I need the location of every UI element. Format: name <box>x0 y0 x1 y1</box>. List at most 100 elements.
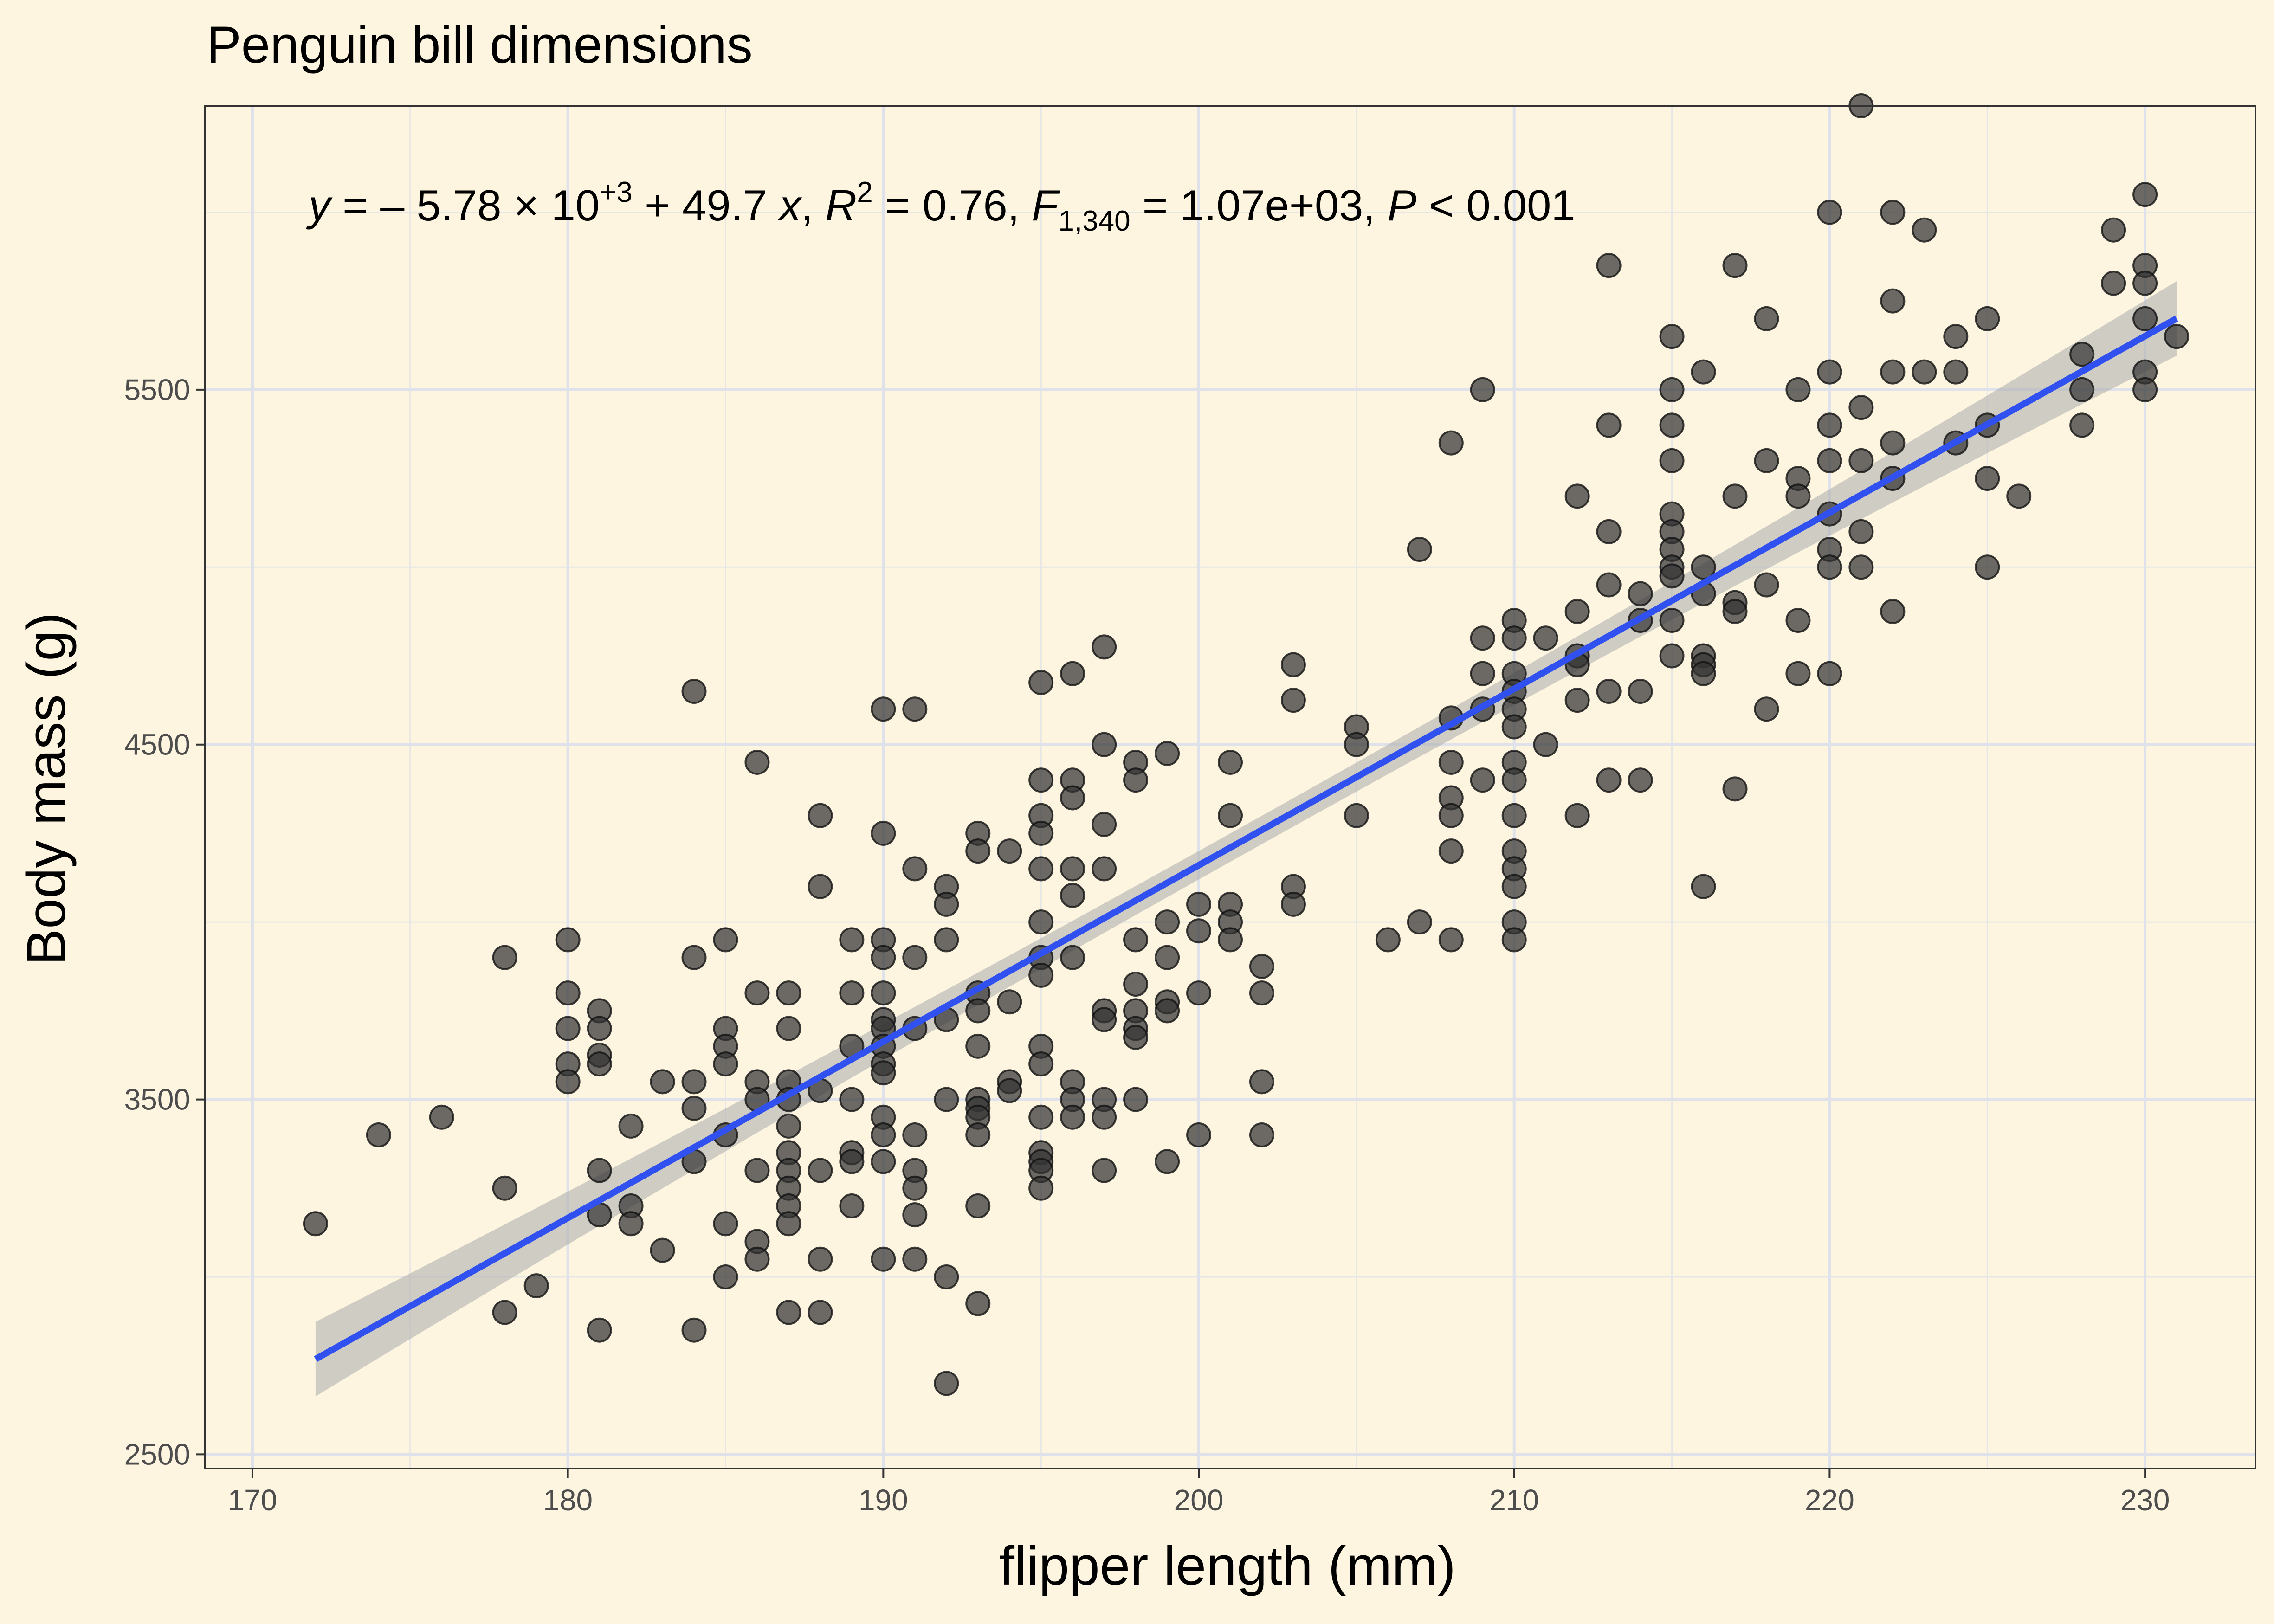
data-point <box>587 1158 612 1183</box>
y-tick-label: 4500 <box>124 728 190 761</box>
data-point <box>1123 1025 1149 1050</box>
data-point <box>1280 891 1306 917</box>
data-point <box>871 1246 896 1272</box>
data-point <box>1691 874 1716 899</box>
data-point <box>1249 954 1274 979</box>
data-point <box>2164 324 2190 349</box>
x-tick-label: 210 <box>1489 1483 1539 1517</box>
data-point <box>1218 803 1243 828</box>
data-point <box>1501 874 1527 899</box>
data-point <box>1344 732 1369 757</box>
data-point <box>1785 608 1811 633</box>
data-point <box>681 1069 707 1095</box>
data-point <box>871 820 896 846</box>
data-point <box>1092 1007 1117 1032</box>
data-point <box>618 1113 644 1139</box>
data-point <box>681 1096 707 1121</box>
data-point <box>776 1016 801 1041</box>
data-point <box>1596 253 1622 278</box>
data-point <box>1848 519 1874 544</box>
data-point <box>1092 1104 1117 1130</box>
data-point <box>1470 661 1495 686</box>
data-point <box>1249 980 1274 1006</box>
data-point <box>1186 980 1212 1006</box>
data-point <box>1028 1051 1054 1077</box>
data-point <box>2069 342 2095 367</box>
data-point <box>839 1193 865 1219</box>
data-point <box>1943 359 1969 385</box>
y-axis: 2500 3500 4500 5500 <box>124 373 205 1471</box>
data-point <box>1533 732 1558 757</box>
data-point <box>523 1273 549 1299</box>
data-point <box>776 980 801 1006</box>
data-point <box>1218 749 1243 775</box>
regression-annotation: y = – 5.78 × 10+3 + 49.7 x, R2 = 0.76, F… <box>306 176 1576 237</box>
data-point <box>618 1211 644 1237</box>
data-point <box>587 1051 612 1077</box>
data-point <box>1438 749 1464 775</box>
y-tick-label: 5500 <box>124 373 190 406</box>
data-point <box>776 1211 801 1237</box>
data-point <box>1060 883 1085 908</box>
data-point <box>1691 359 1716 385</box>
data-point <box>1628 767 1653 793</box>
data-point <box>1817 554 1842 580</box>
data-point <box>681 1317 707 1343</box>
data-point <box>1596 519 1622 544</box>
data-point <box>650 1237 675 1263</box>
data-point <box>1249 1069 1274 1095</box>
data-point <box>1155 945 1180 970</box>
data-point <box>1501 927 1527 953</box>
data-point <box>1975 306 2000 331</box>
data-point <box>1596 572 1622 598</box>
data-point <box>871 696 896 722</box>
data-point <box>965 1291 991 1316</box>
data-point <box>934 1264 959 1289</box>
data-point <box>2132 182 2158 207</box>
data-point <box>997 1078 1022 1103</box>
data-point <box>1501 803 1527 828</box>
data-point <box>1722 483 1748 509</box>
data-point <box>1186 891 1212 917</box>
data-point <box>808 1300 833 1325</box>
data-point <box>1060 1104 1085 1130</box>
data-point <box>1659 643 1685 669</box>
data-point <box>1912 359 1937 385</box>
y-tick-label: 3500 <box>124 1083 190 1116</box>
data-point <box>1691 554 1716 580</box>
data-point <box>1785 377 1811 402</box>
data-point <box>1028 856 1054 882</box>
data-point <box>1407 909 1432 935</box>
data-point <box>902 1202 928 1228</box>
data-point <box>744 1158 770 1183</box>
data-point <box>1564 483 1590 509</box>
data-point <box>1628 581 1653 606</box>
chart-title: Penguin bill dimensions <box>207 16 753 74</box>
data-point <box>1659 608 1685 633</box>
data-point <box>1028 1175 1054 1201</box>
data-point <box>1501 625 1527 651</box>
data-point <box>1817 448 1842 473</box>
data-point <box>1659 563 1685 589</box>
data-point <box>965 998 991 1024</box>
data-point <box>1060 856 1085 882</box>
data-point <box>1155 998 1180 1024</box>
data-point <box>1438 927 1464 953</box>
data-point <box>1438 430 1464 456</box>
data-point <box>1659 448 1685 473</box>
data-point <box>1817 412 1842 438</box>
data-point <box>1596 767 1622 793</box>
data-point <box>1659 377 1685 402</box>
data-point <box>1155 909 1180 935</box>
data-point <box>2069 377 2095 402</box>
data-point <box>1060 661 1085 686</box>
data-point <box>1848 395 1874 420</box>
data-point <box>1470 625 1495 651</box>
data-point <box>2006 483 2032 509</box>
data-point <box>1533 625 1558 651</box>
data-point <box>555 927 581 953</box>
data-point <box>1028 670 1054 695</box>
x-axis: 170 180 190 200 210 220 230 <box>228 1469 2170 1517</box>
data-point <box>902 1122 928 1148</box>
